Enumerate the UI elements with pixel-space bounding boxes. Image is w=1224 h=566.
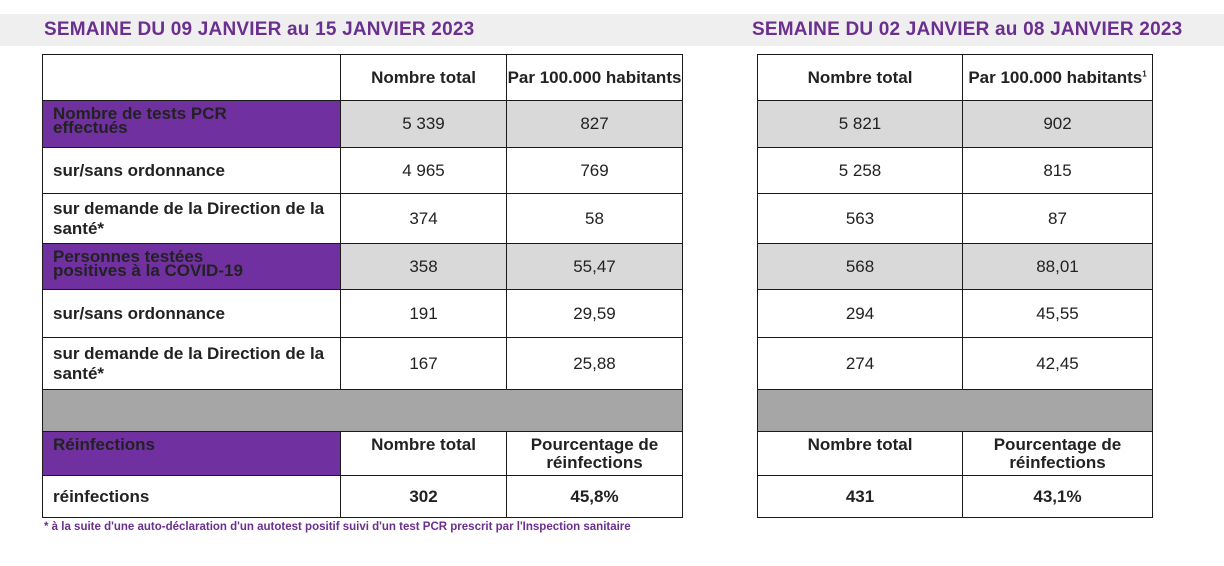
- col-header-per100k: Par 100.000 habitants1: [962, 54, 1153, 101]
- heading-band: [0, 14, 1224, 46]
- table-row: sur/sans ordonnance 191 29,59: [42, 289, 683, 338]
- previous-week-table: Nombre total Par 100.000 habitants1 5 82…: [757, 54, 1153, 518]
- reinfection-header-row: Réinfections Nombre total Pourcentage de…: [42, 431, 683, 476]
- week-current-heading: SEMAINE DU 09 JANVIER au 15 JANVIER 2023: [44, 19, 475, 40]
- table-row: 5 821 902: [757, 100, 1153, 148]
- separator-cell: [42, 389, 683, 432]
- footnote: * à la suite d'une auto-déclaration d'un…: [44, 521, 631, 533]
- table-row: 294 45,55: [757, 289, 1153, 338]
- pcr-per100k: 902: [962, 100, 1153, 148]
- pcr-total: 5 821: [757, 100, 963, 148]
- reinfection-header-row: Nombre total Pourcentage de réinfections: [757, 431, 1153, 476]
- col-header-total: Nombre total: [757, 431, 963, 476]
- row-label-direction: sur demande de la Direction de la santé*: [42, 337, 341, 390]
- pos-dir-per100k: 42,45: [962, 337, 1153, 390]
- col-header-pct-line1: Pourcentage de: [993, 434, 1122, 454]
- pos-presc-per100k: 45,55: [962, 289, 1153, 338]
- pcr-presc-total: 5 258: [757, 147, 963, 194]
- pcr-presc-per100k: 815: [962, 147, 1153, 194]
- table-row: 5 258 815: [757, 147, 1153, 194]
- pcr-dir-per100k: 87: [962, 193, 1153, 244]
- current-week-table: Nombre total Par 100.000 habitants Nombr…: [42, 54, 683, 518]
- pos-total: 568: [757, 243, 963, 290]
- pcr-dir-total: 563: [757, 193, 963, 244]
- row-label-direction: sur demande de la Direction de la santé*: [42, 193, 341, 244]
- row-label-reinfections: réinfections: [42, 475, 341, 518]
- separator-cell: [757, 389, 1153, 432]
- pos-total: 358: [340, 243, 507, 290]
- col-header-pct-line2: réinfections: [1009, 452, 1106, 472]
- week-previous-heading: SEMAINE DU 02 JANVIER au 08 JANVIER 2023: [752, 19, 1183, 40]
- footnote-marker: 1: [1142, 68, 1147, 78]
- reinf-pct: 43,1%: [962, 475, 1153, 518]
- separator-row: [757, 389, 1153, 432]
- row-label-prescription: sur/sans ordonnance: [42, 289, 341, 338]
- row-label-prescription: sur/sans ordonnance: [42, 147, 341, 194]
- row-label: effectués: [53, 118, 128, 137]
- row-label: Personnes testées: [53, 247, 204, 266]
- table-header-row: Nombre total Par 100.000 habitants: [42, 54, 683, 101]
- table-row: Nombre de tests PCR effectués 5 339 827: [42, 100, 683, 148]
- row-label: positives à la COVID-19: [53, 261, 243, 280]
- col-header-pct: Pourcentage de réinfections: [962, 431, 1153, 476]
- col-header-total: Nombre total: [340, 431, 507, 476]
- table-row: sur demande de la Direction de la santé*…: [42, 193, 683, 244]
- pos-dir-total: 167: [340, 337, 507, 390]
- table-header-row: Nombre total Par 100.000 habitants1: [757, 54, 1153, 101]
- table-row: 563 87: [757, 193, 1153, 244]
- table-row: sur demande de la Direction de la santé*…: [42, 337, 683, 390]
- table-row: 431 43,1%: [757, 475, 1153, 518]
- pcr-presc-total: 4 965: [340, 147, 507, 194]
- pos-dir-total: 274: [757, 337, 963, 390]
- table-row: réinfections 302 45,8%: [42, 475, 683, 518]
- pos-dir-per100k: 25,88: [506, 337, 683, 390]
- row-header-positive: Personnes testées positives à la COVID-1…: [42, 243, 341, 290]
- table-row: 568 88,01: [757, 243, 1153, 290]
- row-label: Nombre de tests PCR: [53, 104, 227, 123]
- row-header-pcr-tests: Nombre de tests PCR effectués: [42, 100, 341, 148]
- table-row: 274 42,45: [757, 337, 1153, 390]
- col-header-total: Nombre total: [340, 54, 507, 101]
- pos-per100k: 88,01: [962, 243, 1153, 290]
- reinf-total: 431: [757, 475, 963, 518]
- pos-presc-total: 294: [757, 289, 963, 338]
- row-header-reinfections: Réinfections: [42, 431, 341, 476]
- col-header-pct-line1: Pourcentage de: [530, 434, 659, 454]
- col-header-pct: Pourcentage de réinfections: [506, 431, 683, 476]
- reinf-pct: 45,8%: [506, 475, 683, 518]
- pcr-presc-per100k: 769: [506, 147, 683, 194]
- col-header-pct-line2: réinfections: [546, 452, 643, 472]
- table-row: sur/sans ordonnance 4 965 769: [42, 147, 683, 194]
- reinf-total: 302: [340, 475, 507, 518]
- separator-row: [42, 389, 683, 432]
- col-header-per100k: Par 100.000 habitants: [506, 54, 683, 101]
- pcr-dir-total: 374: [340, 193, 507, 244]
- pos-per100k: 55,47: [506, 243, 683, 290]
- pos-presc-total: 191: [340, 289, 507, 338]
- pcr-dir-per100k: 58: [506, 193, 683, 244]
- pcr-per100k: 827: [506, 100, 683, 148]
- col-header-total: Nombre total: [757, 54, 963, 101]
- pos-presc-per100k: 29,59: [506, 289, 683, 338]
- col-header-per100k-label: Par 100.000 habitants: [968, 67, 1143, 87]
- empty-corner-cell: [42, 54, 341, 101]
- pcr-total: 5 339: [340, 100, 507, 148]
- table-row: Personnes testées positives à la COVID-1…: [42, 243, 683, 290]
